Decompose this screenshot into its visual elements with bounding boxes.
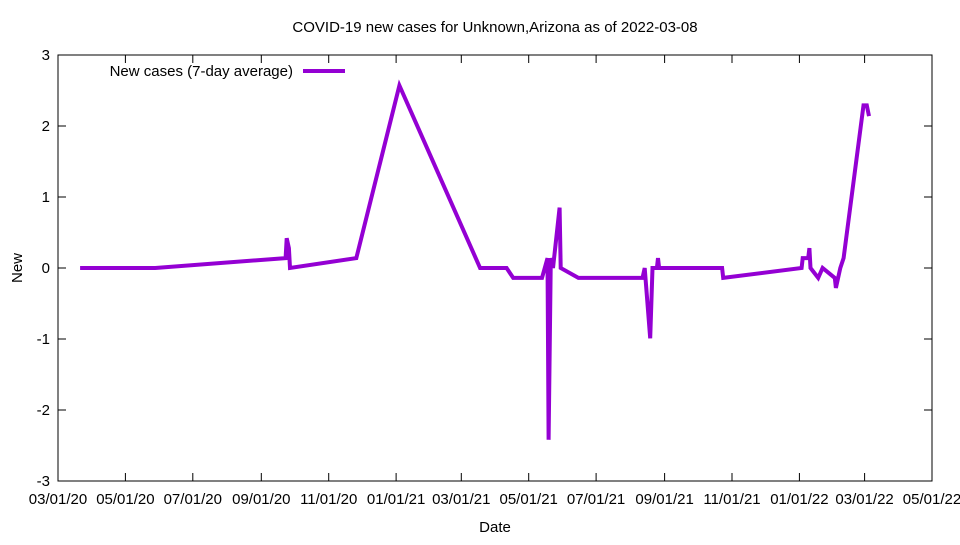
y-tick-label: 2 [42, 118, 50, 135]
y-tick-label: -1 [37, 331, 50, 348]
y-tick-label: 0 [42, 260, 50, 277]
x-tick-label: 07/01/21 [567, 491, 625, 508]
y-tick-label: 3 [42, 47, 50, 64]
legend-label: New cases (7-day average) [110, 63, 293, 80]
y-tick-label: -2 [37, 402, 50, 419]
x-axis: 03/01/20 05/01/20 07/01/20 09/01/20 11/01/20… [29, 55, 960, 508]
series-line [80, 86, 869, 440]
x-tick-label: 05/01/21 [500, 491, 558, 508]
series-layer [80, 86, 869, 440]
x-tick-label: 03/01/21 [432, 491, 490, 508]
x-tick-label: 09/01/21 [635, 491, 693, 508]
legend: New cases (7-day average) [110, 63, 345, 80]
x-tick-label: 01/01/21 [367, 491, 425, 508]
y-tick-label: -3 [37, 473, 50, 490]
x-tick-label: 09/01/20 [232, 491, 290, 508]
x-tick-label: 11/01/20 [300, 491, 357, 508]
y-axis-label: New [9, 253, 26, 283]
x-tick-label: 03/01/22 [835, 491, 893, 508]
y-tick-label: 1 [42, 189, 50, 206]
x-tick-label: 05/01/22 [903, 491, 960, 508]
x-tick-label: 01/01/22 [770, 491, 828, 508]
x-tick-label: 05/01/20 [96, 491, 154, 508]
x-tick-label: 07/01/20 [164, 491, 222, 508]
chart-title: COVID-19 new cases for Unknown,Arizona a… [292, 19, 697, 36]
x-tick-label: 11/01/21 [703, 491, 760, 508]
x-tick-label: 03/01/20 [29, 491, 87, 508]
x-axis-label: Date [479, 519, 511, 536]
